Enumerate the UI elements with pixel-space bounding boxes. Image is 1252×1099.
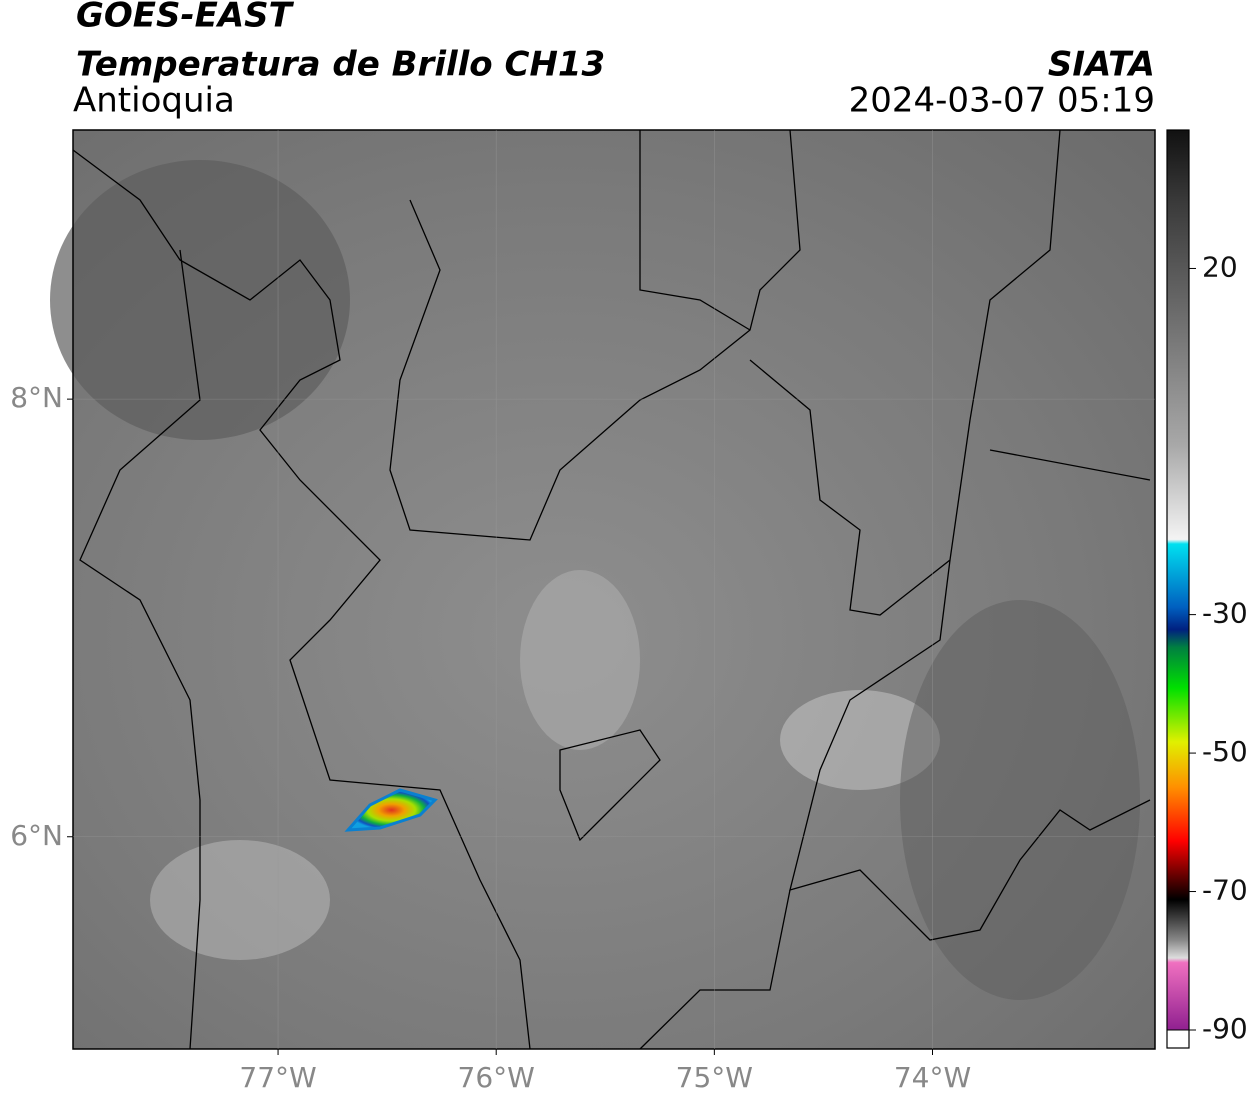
boundary — [79, 249, 1151, 1050]
boundary — [749, 129, 1061, 616]
colorbar-tick-label: 20 — [1202, 250, 1238, 283]
colorbar-tick-label: -30 — [1202, 597, 1248, 630]
source: SIATA — [1048, 45, 1155, 85]
datetime: 2024-03-07 05:19 — [849, 81, 1155, 121]
y-tick-label: 6°N — [10, 819, 63, 852]
subtitle: Temperatura de Brillo CH13 — [76, 45, 605, 85]
colorbar-extend — [1166, 1029, 1190, 1049]
dark-region — [900, 600, 1140, 1000]
boundary — [789, 559, 1151, 941]
boundary — [559, 729, 661, 842]
boundary — [639, 130, 751, 331]
region: Antioquia — [73, 81, 235, 121]
colorbar-tick-label: -90 — [1202, 1012, 1248, 1045]
x-tick-label: 74°W — [894, 1061, 971, 1094]
cloud — [150, 840, 330, 960]
x-tick-label: 76°W — [458, 1061, 535, 1094]
cloud — [520, 570, 640, 750]
colorbar-frame — [1166, 129, 1190, 1049]
title: GOES-EAST — [76, 0, 295, 36]
map-frame — [72, 129, 1156, 1050]
x-tick-label: 77°W — [239, 1061, 316, 1094]
x-tick-label: 75°W — [676, 1061, 753, 1094]
colorbar — [1167, 130, 1189, 1030]
boundary — [389, 129, 801, 541]
boundary — [72, 149, 531, 1050]
colorbar-tick-label: -50 — [1202, 735, 1248, 768]
convective-cell — [344, 788, 438, 832]
dark-region — [50, 160, 350, 440]
cloud — [780, 690, 940, 790]
y-tick-label: 8°N — [10, 381, 63, 414]
map — [50, 129, 1156, 1050]
colorbar-tick-label: -70 — [1202, 874, 1248, 907]
